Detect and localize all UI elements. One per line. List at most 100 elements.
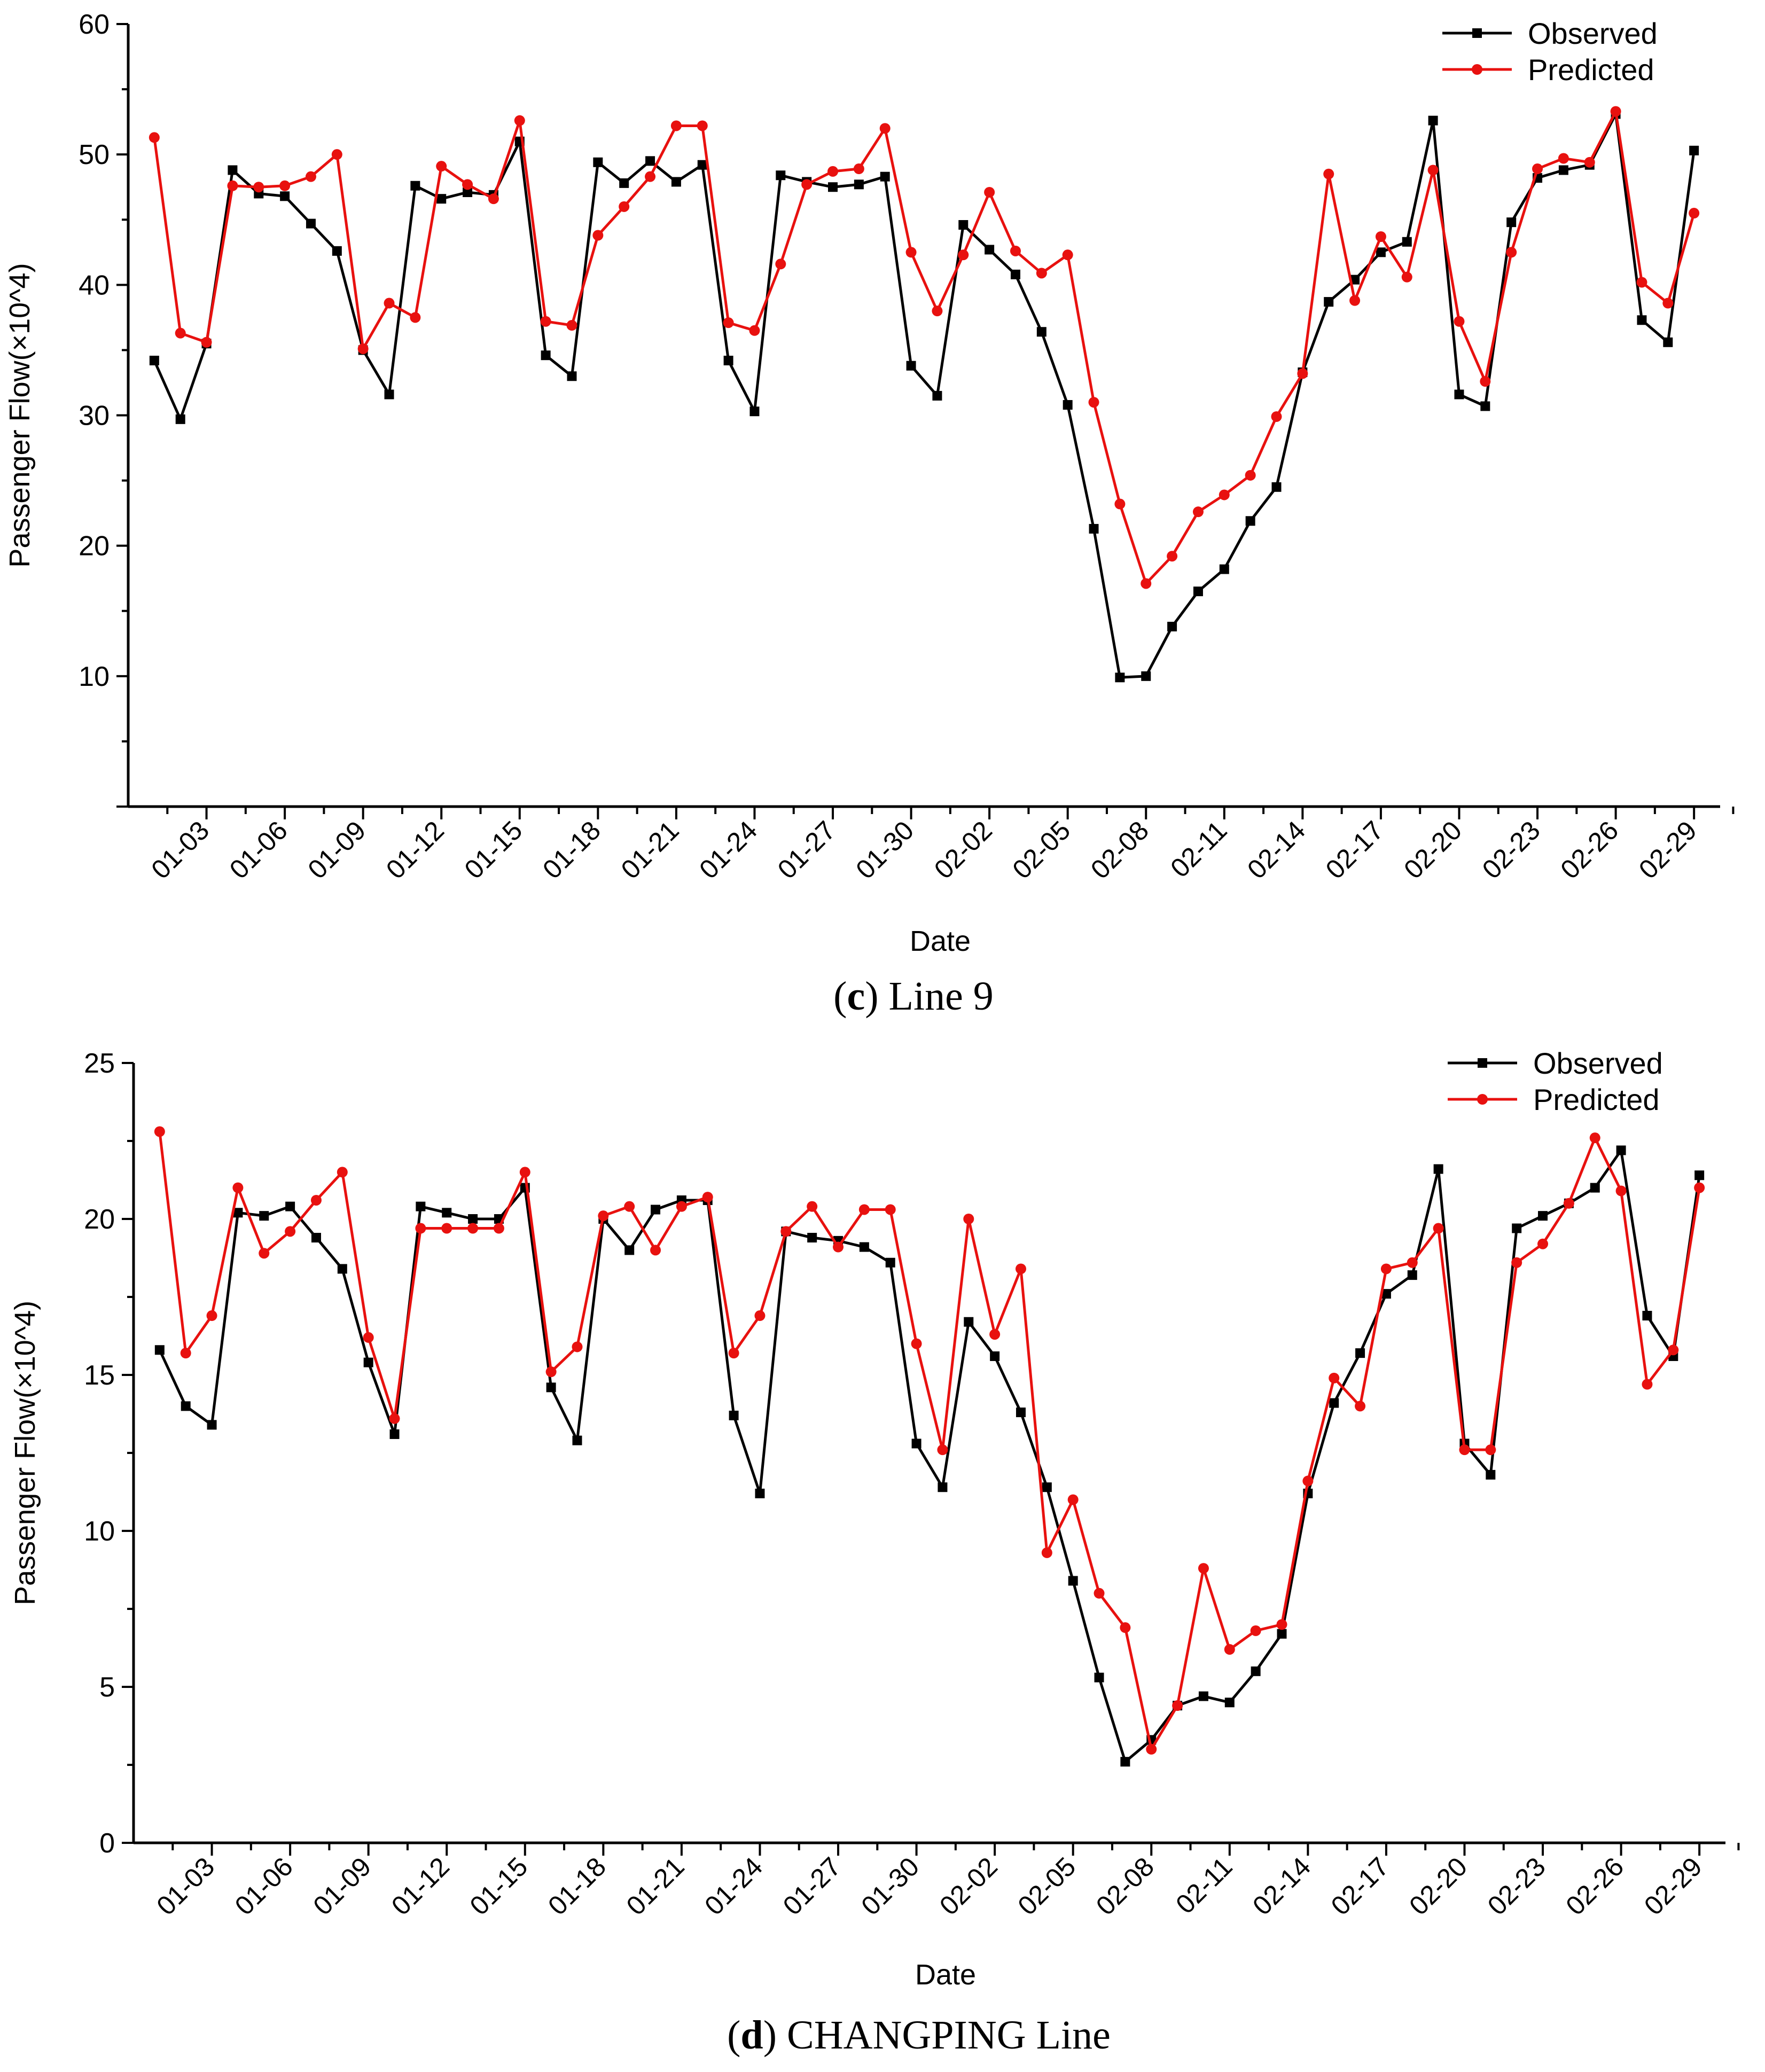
x-tick-label: 01-27 bbox=[777, 1851, 847, 1921]
predicted-point bbox=[1114, 498, 1126, 510]
predicted-point bbox=[545, 1366, 557, 1378]
predicted-point bbox=[645, 171, 656, 182]
observed-point bbox=[259, 1211, 269, 1221]
predicted-point bbox=[1662, 298, 1674, 309]
predicted-point bbox=[305, 171, 316, 182]
observed-point bbox=[416, 1201, 426, 1211]
observed-point bbox=[1381, 1289, 1391, 1299]
x-axis-title: Date bbox=[915, 1959, 976, 1991]
panel-letter: d bbox=[740, 2013, 763, 2058]
predicted-point bbox=[1480, 376, 1491, 387]
predicted-point bbox=[853, 163, 864, 175]
observed-point bbox=[1115, 673, 1125, 683]
predicted-point bbox=[1485, 1444, 1496, 1456]
x-tick-label: 01-03 bbox=[151, 1851, 220, 1921]
predicted-point bbox=[697, 120, 708, 131]
x-tick-label: 02-05 bbox=[1012, 1851, 1081, 1921]
predicted-point bbox=[154, 1126, 165, 1137]
x-tick-label: 01-06 bbox=[229, 1851, 299, 1921]
observed-point bbox=[1193, 587, 1203, 597]
observed-point bbox=[442, 1208, 452, 1218]
predicted-point bbox=[858, 1204, 870, 1215]
predicted-point bbox=[1167, 551, 1178, 562]
predicted-point bbox=[1015, 1263, 1026, 1275]
observed-point bbox=[567, 371, 577, 381]
observed-point bbox=[1167, 622, 1177, 632]
x-tick-label: 01-24 bbox=[699, 1851, 768, 1921]
predicted-point bbox=[259, 1248, 270, 1259]
observed-point bbox=[1637, 315, 1647, 325]
predicted-point bbox=[1642, 1379, 1653, 1390]
observed-point bbox=[280, 191, 290, 201]
predicted-point bbox=[493, 1223, 504, 1234]
predicted-point bbox=[1610, 106, 1621, 117]
predicted-point bbox=[1380, 1263, 1392, 1275]
observed-point bbox=[181, 1401, 191, 1411]
observed-point bbox=[807, 1233, 817, 1243]
predicted-point bbox=[963, 1214, 974, 1224]
predicted-point bbox=[749, 325, 760, 336]
predicted-point bbox=[1141, 578, 1152, 589]
observed-point bbox=[468, 1214, 478, 1224]
observed-point bbox=[1486, 1469, 1496, 1480]
legend-marker-observed bbox=[1478, 1058, 1487, 1068]
predicted-point bbox=[415, 1223, 426, 1234]
legend-label: Observed bbox=[1533, 1046, 1663, 1080]
x-tick-label: 01-24 bbox=[693, 815, 763, 885]
observed-point bbox=[149, 355, 159, 365]
observed-point bbox=[859, 1242, 869, 1252]
predicted-point bbox=[1401, 271, 1412, 283]
observed-point bbox=[697, 160, 707, 170]
predicted-point bbox=[1454, 316, 1465, 327]
x-tick-label: 01-30 bbox=[850, 815, 919, 885]
x-tick-label: 02-29 bbox=[1633, 815, 1702, 885]
y-tick-label: 10 bbox=[79, 661, 110, 692]
observed-point bbox=[1016, 1408, 1026, 1418]
observed-point bbox=[1251, 1666, 1261, 1676]
predicted-point bbox=[1250, 1625, 1261, 1636]
predicted-point bbox=[180, 1348, 191, 1359]
observed-point bbox=[1277, 1629, 1287, 1639]
predicted-point bbox=[1010, 245, 1021, 256]
observed-point bbox=[1063, 400, 1073, 410]
predicted-point bbox=[1245, 470, 1256, 481]
x-tick-label: 01-09 bbox=[307, 1851, 377, 1921]
predicted-point bbox=[1041, 1547, 1052, 1558]
predicted-point bbox=[357, 343, 369, 354]
predicted-point bbox=[1615, 1185, 1627, 1197]
x-tick-label: 02-17 bbox=[1325, 1851, 1395, 1921]
observed-point bbox=[1402, 237, 1412, 247]
observed-point bbox=[1538, 1211, 1548, 1221]
predicted-point bbox=[958, 249, 969, 261]
predicted-point bbox=[879, 123, 891, 134]
predicted-point bbox=[285, 1226, 296, 1237]
predicted-point bbox=[253, 182, 264, 193]
legend-marker-predicted bbox=[1472, 64, 1482, 75]
predicted-point bbox=[598, 1210, 609, 1222]
observed-point bbox=[1642, 1311, 1652, 1321]
observed-point bbox=[389, 1429, 400, 1439]
predicted-point bbox=[1146, 1743, 1157, 1755]
observed-point bbox=[541, 350, 551, 361]
predicted-point bbox=[1120, 1622, 1131, 1633]
observed-point bbox=[880, 171, 890, 182]
predicted-point bbox=[937, 1444, 948, 1456]
predicted-point bbox=[1349, 295, 1361, 306]
predicted-point bbox=[1584, 157, 1595, 168]
y-tick-label: 20 bbox=[84, 1204, 115, 1235]
predicted-point bbox=[1062, 249, 1073, 261]
predicted-point bbox=[911, 1338, 922, 1349]
predicted-point bbox=[592, 230, 604, 241]
predicted-point bbox=[1271, 411, 1282, 422]
predicted-point bbox=[833, 1241, 844, 1253]
predicted-point bbox=[1192, 506, 1204, 518]
x-tick-label: 02-23 bbox=[1482, 1851, 1551, 1921]
predicted-point bbox=[702, 1192, 713, 1203]
panel-title: Line 9 bbox=[889, 974, 994, 1019]
panel-caption: (c) Line 9 bbox=[833, 974, 994, 1019]
observed-point bbox=[1324, 297, 1334, 307]
observed-point bbox=[1271, 482, 1282, 492]
y-tick-label: 10 bbox=[84, 1516, 115, 1547]
observed-line bbox=[158, 1149, 1701, 1763]
